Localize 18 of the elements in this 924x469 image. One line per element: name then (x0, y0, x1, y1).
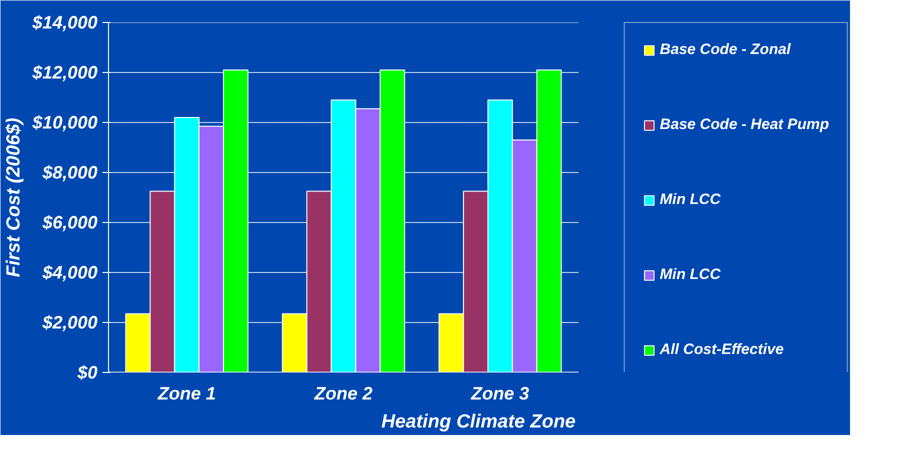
y-tick-label: $10,000 (31, 112, 98, 132)
y-tick-label: $0 (76, 362, 98, 382)
x-tick-label: Zone 2 (313, 384, 373, 404)
y-tick-label: $12,000 (31, 62, 98, 82)
y-tick-label: $2,000 (41, 312, 98, 332)
x-tick-label: Zone 1 (156, 384, 216, 404)
y-tick-label: $4,000 (41, 262, 98, 282)
x-tick-label: Zone 3 (470, 384, 530, 404)
y-axis-title: First Cost (2006$) (3, 118, 24, 278)
y-tick-label: $8,000 (41, 162, 98, 182)
legend-label: Min LCC (660, 266, 721, 283)
legend-label: Base Code - Heat Pump (660, 116, 829, 133)
legend-label: Min LCC (660, 191, 721, 208)
legend-label: All Cost-Effective (660, 341, 784, 358)
legend-label: Base Code - Zonal (660, 41, 791, 58)
y-tick-label: $14,000 (31, 12, 98, 32)
x-axis-title: Heating Climate Zone (381, 412, 576, 432)
y-tick-label: $6,000 (41, 212, 98, 232)
